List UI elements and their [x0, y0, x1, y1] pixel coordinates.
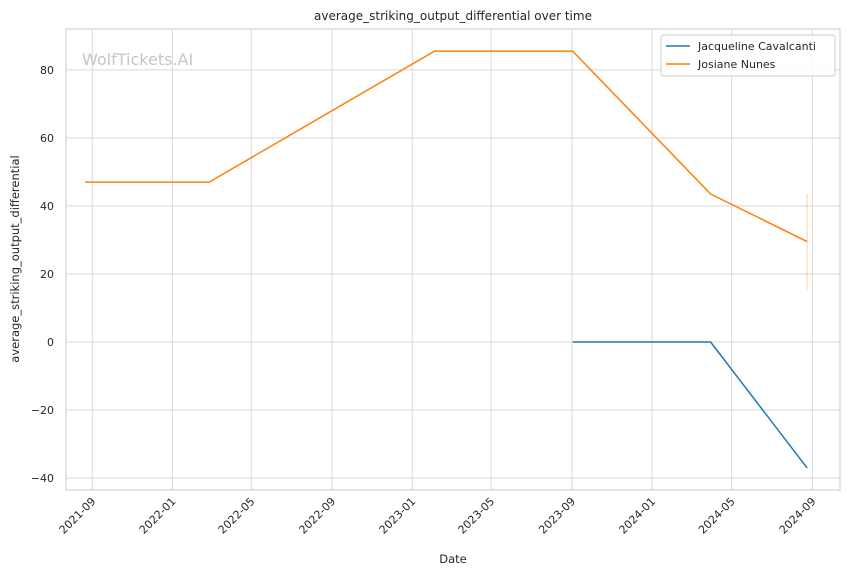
- y-tick-label: 40: [40, 200, 54, 213]
- y-tick-label: 60: [40, 132, 54, 145]
- y-tick-label: 0: [47, 336, 54, 349]
- legend-label: Josiane Nunes: [697, 58, 776, 71]
- series-lines: [85, 50, 808, 469]
- y-tick-label: −40: [31, 472, 54, 485]
- y-axis-label: average_striking_output_differential: [8, 155, 22, 362]
- series-line: [85, 50, 808, 243]
- plot-frame: [65, 28, 841, 491]
- legend-label: Jacqueline Cavalcanti: [697, 40, 816, 53]
- grid: [66, 29, 840, 490]
- x-axis-label: Date: [439, 552, 467, 566]
- watermark: WolfTickets.AI: [82, 50, 193, 69]
- y-tick-label: −20: [31, 404, 54, 417]
- y-tick-label: 20: [40, 268, 54, 281]
- y-tick-label: 80: [40, 64, 54, 77]
- legend: Jacqueline Cavalcanti Josiane Nunes: [660, 34, 836, 77]
- chart-title: average_striking_output_differential ove…: [314, 9, 592, 23]
- legend-box: [660, 34, 836, 77]
- series-line: [572, 341, 808, 469]
